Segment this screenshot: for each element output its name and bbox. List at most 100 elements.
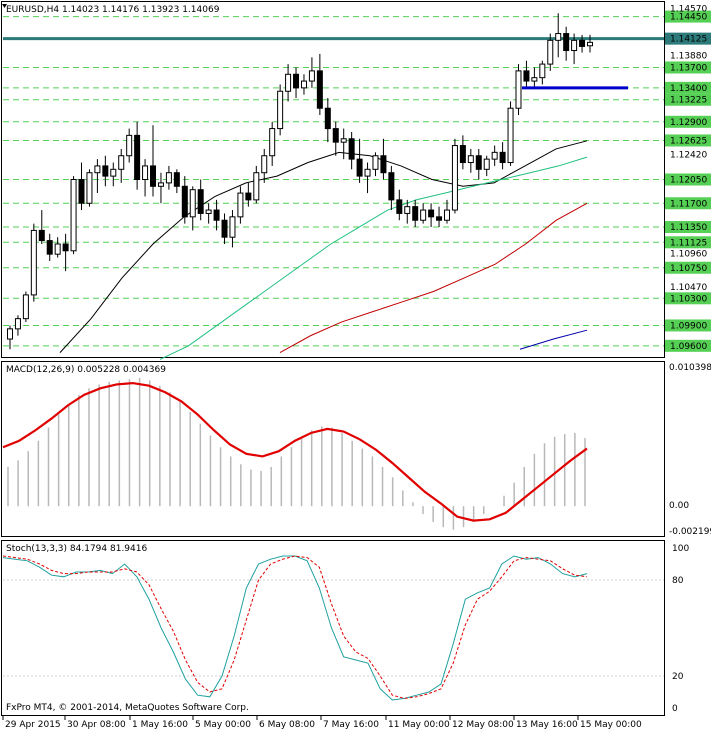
price-axis-label: 1.11125 [670,238,707,248]
moving-averages [59,140,588,360]
level-label-box [665,115,711,128]
moving-average-line [519,329,588,350]
level-label-box [665,10,711,23]
bull-candle [269,128,276,157]
bear-candle [213,209,220,221]
price-axis-label: 1.11700 [670,199,707,209]
time-axis: 29 Apr 2015 30 Apr 08:00 1 May 16:00 5 May … [2,716,642,730]
level-label-box [665,221,711,234]
bull-candle [165,172,172,184]
moving-average-line [279,202,588,354]
price-level-lines [3,16,664,347]
bear-candle [38,229,45,242]
price-axis-label: 1.10960 [670,249,707,259]
level-label-box [665,339,711,352]
stoch-main-line [2,555,588,701]
bull-candle [229,216,236,238]
time-axis-label: 11 May 00:00 [388,720,450,730]
price-axis-label: 1.09600 [670,342,707,352]
bull-candle [157,182,164,187]
price-pane-header: EURUSD,H4 1.14023 1.14176 1.13923 1.1406… [6,5,220,15]
bull-candle [110,168,117,177]
bear-candle [563,33,570,52]
stoch-pane-header: Stoch(13,3,3) 84.1794 81.9416 [6,544,147,554]
bull-candle [86,172,93,204]
stochastic-lines [2,555,664,701]
current-price-box [665,32,711,45]
time-axis-label: 13 May 16:00 [516,720,578,730]
bull-candle [364,168,371,177]
level-label-box [665,134,711,147]
stoch-signal-line [2,555,588,699]
bull-candle [451,145,458,211]
bull-candle [483,158,490,170]
macd-axis-bottom: -0.002199 [669,527,711,537]
level-label-box [665,319,711,332]
bear-candle [46,240,53,255]
bull-candle [30,229,37,296]
candlesticks [7,13,628,350]
bull-candle [507,107,514,164]
bear-candle [348,138,355,160]
macd-signal-polyline [2,381,588,522]
bull-candle [285,73,292,92]
level-label-box [665,197,711,210]
bear-candle [459,145,466,164]
bear-candle [62,243,69,252]
price-axis-label: 1.10300 [670,294,707,304]
bull-candle [531,77,538,82]
level-label-box [665,261,711,274]
price-axis-label: 1.14125 [670,35,707,45]
bull-candle [308,70,315,82]
bull-candle [443,209,450,221]
bear-candle [388,172,395,201]
bear-candle [356,158,363,177]
bull-candle [404,206,411,214]
bull-candle [300,80,307,89]
moving-average-line [159,156,588,360]
bull-candle [237,192,244,218]
bull-candle [253,172,260,201]
bull-candle [372,155,379,170]
bear-candle [245,192,252,201]
bear-candle [475,155,482,170]
bear-candle [78,179,85,204]
bull-candle [142,165,149,181]
bull-candle [571,39,578,52]
bull-candle [467,155,474,164]
time-axis-label: 15 May 00:00 [580,720,642,730]
time-axis-label: 5 May 00:00 [195,720,251,730]
bear-candle [316,70,323,109]
symbol-icon [2,4,7,8]
bull-candle [420,209,427,221]
price-axis-label: 1.12050 [670,176,707,186]
level-label-box [665,93,711,106]
macd-axis-top: 0.010398 [669,363,711,373]
price-axis-label: 1.13400 [670,84,707,94]
bull-candle [261,155,268,174]
bull-candle [587,41,593,47]
bear-candle [102,165,109,177]
bull-candle [94,165,101,174]
bear-candle [173,172,180,187]
bull-candle [7,328,13,340]
bull-candle [70,179,77,252]
macd-pane-header: MACD(12,26,9) 0.005228 0.004369 [6,365,166,375]
bull-candle [118,155,125,170]
stoch-pane-border [1,540,665,716]
price-axis-top-label: 1.14570 [670,4,707,14]
level-label-box [665,81,711,94]
price-axis-label: 1.09900 [670,321,707,331]
bear-candle [324,107,331,130]
price-axis-label: 1.11350 [670,223,707,233]
time-axis-label: 12 May 08:00 [452,720,514,730]
macd-signal-line [2,381,588,522]
bear-candle [428,209,435,218]
bear-candle [134,134,141,180]
bull-candle [22,294,29,320]
time-axis-label: 29 Apr 2015 [5,720,61,730]
bull-candle [14,318,21,330]
price-axis-label: 1.10470 [670,283,707,293]
